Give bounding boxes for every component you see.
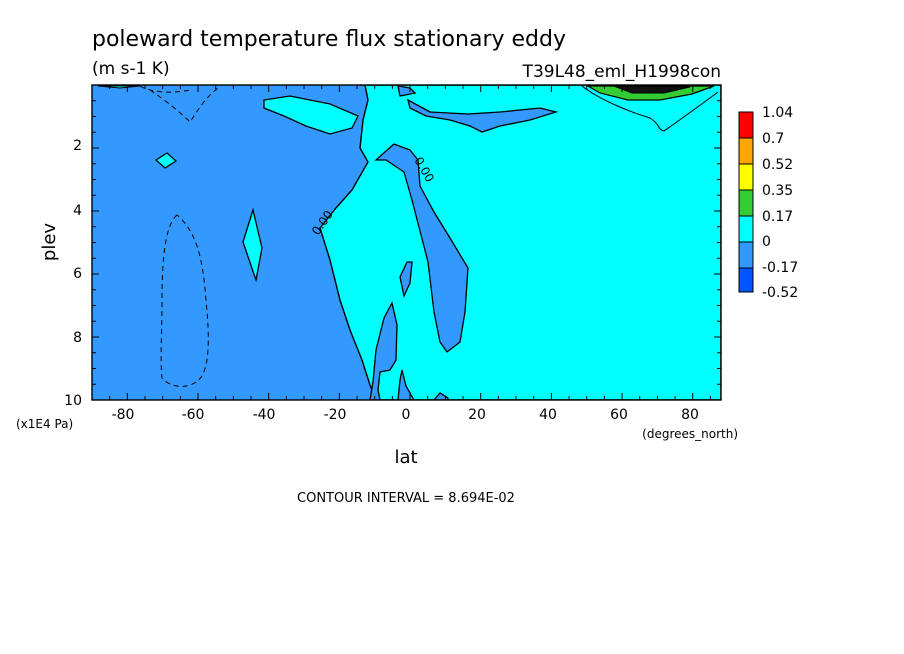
colorbar-label: -0.52 (762, 285, 798, 301)
units-label: (m s-1 K) (92, 59, 170, 79)
positive-region (319, 85, 721, 400)
colorbar-swatch (738, 111, 754, 139)
y-axis-title: plev (39, 223, 60, 262)
y-axis: 2 4 6 8 10 plev (x1E4 Pa) (16, 138, 82, 431)
negative-island-3 (399, 261, 413, 299)
polar-max-dark (613, 85, 691, 94)
colorbar-swatch (738, 215, 754, 243)
dataset-label: T39L48_eml_H1998con (522, 62, 721, 82)
y-units-label: (x1E4 Pa) (16, 417, 73, 431)
y-tick-label: 8 (73, 330, 82, 346)
x-axis-title: lat (394, 447, 417, 468)
x-tick-label: 40 (539, 407, 557, 423)
negative-island-1 (374, 143, 469, 353)
x-axis: -80 -60 -40 -20 0 20 40 60 80 (degrees_n… (112, 407, 738, 468)
y-tick-label: 2 (73, 138, 82, 154)
positive-island-3 (154, 152, 178, 169)
colorbar-swatch (738, 241, 754, 269)
negative-island-7 (397, 85, 417, 97)
colorbar-label: 0.17 (762, 209, 793, 225)
axis-ticks (91, 85, 721, 401)
colorbar-swatch (738, 189, 754, 217)
colorbar-swatch (738, 267, 754, 293)
colorbar-label: 0 (762, 234, 771, 250)
colorbar-swatch (738, 163, 754, 191)
negative-island-4 (397, 369, 415, 400)
x-tick-label: -60 (182, 407, 205, 423)
positive-island-4 (97, 85, 141, 89)
colorbar-swatch (738, 137, 754, 165)
contour-fill (97, 85, 721, 400)
colorbar-label: 0.7 (762, 131, 784, 147)
x-tick-label: 60 (610, 407, 628, 423)
x-tick-label: -80 (112, 407, 135, 423)
contour-interval-note: CONTOUR INTERVAL = 8.694E-02 (297, 491, 515, 506)
x-tick-label: 0 (402, 407, 411, 423)
positive-island-2 (242, 207, 263, 283)
colorbar-label: 1.04 (762, 105, 793, 121)
negative-island-2 (369, 301, 398, 400)
x-units-label: (degrees_north) (642, 427, 738, 441)
chart-title: poleward temperature flux stationary edd… (92, 27, 566, 52)
x-tick-label: -20 (324, 407, 347, 423)
polar-contour (581, 85, 719, 132)
dashed-contour-top-left (149, 87, 219, 123)
x-tick-label: 20 (468, 407, 486, 423)
x-tick-label: -40 (253, 407, 276, 423)
negative-island-6 (407, 98, 559, 133)
colorbar-label: 0.35 (762, 183, 793, 199)
colorbar-label: -0.17 (762, 260, 798, 276)
colorbar-label: 0.52 (762, 157, 793, 173)
y-tick-label: 10 (64, 393, 82, 409)
y-tick-label: 4 (73, 203, 82, 219)
dashed-contour-top-arc (139, 85, 191, 93)
positive-island-1 (263, 95, 359, 135)
x-tick-label: 80 (681, 407, 699, 423)
negative-dashed-contours (139, 85, 219, 387)
colorbar: 1.04 0.7 0.52 0.35 0.17 0 -0.17 -0.52 (738, 105, 798, 301)
negative-island-5 (433, 392, 449, 400)
y-tick-label: 6 (73, 266, 82, 282)
plot-area: 0.00 0.00 (91, 84, 722, 401)
